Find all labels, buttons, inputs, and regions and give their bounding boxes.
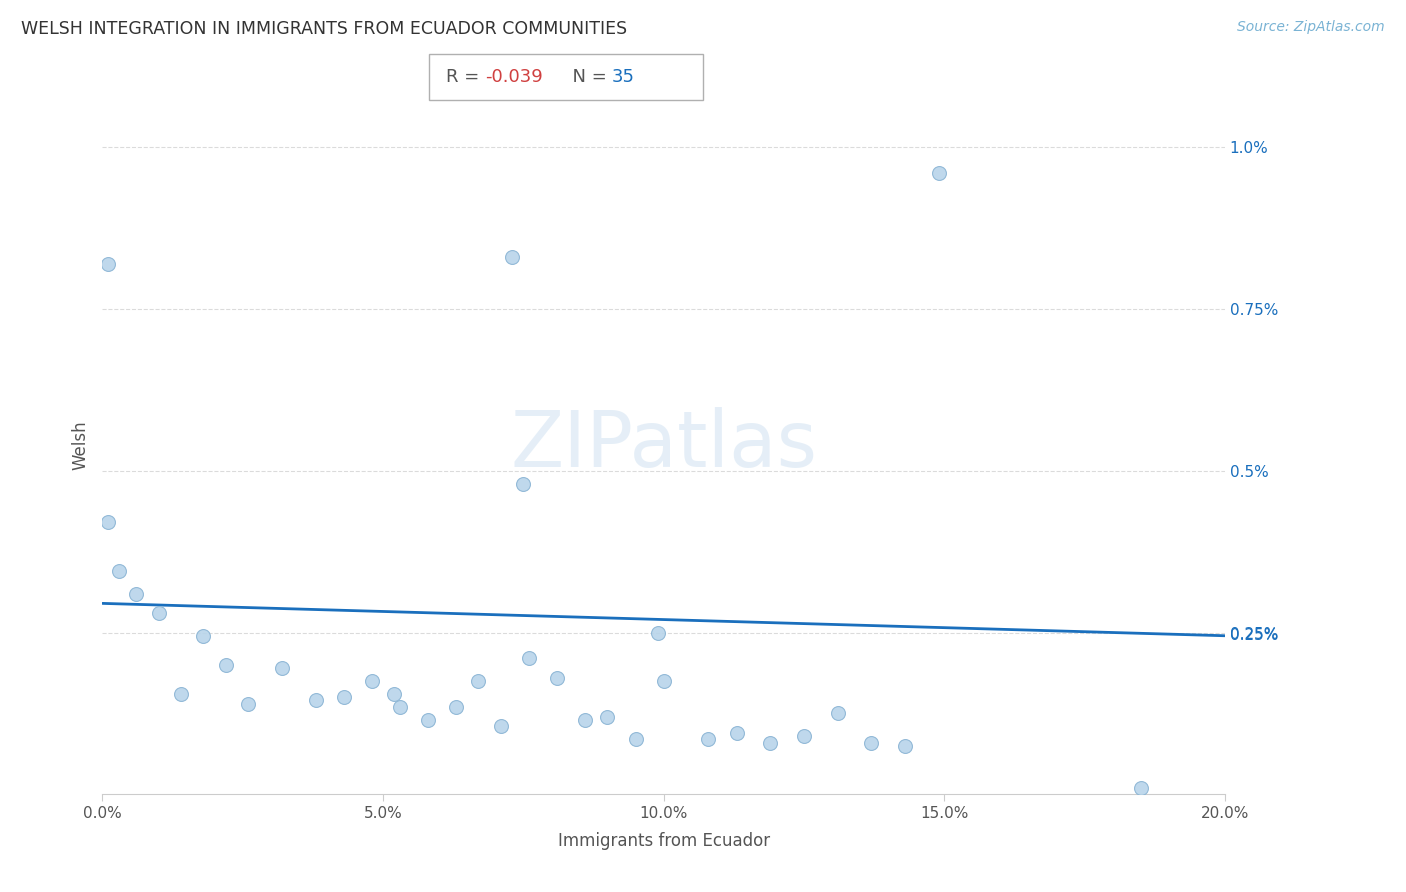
Text: R =: R = [446, 68, 485, 86]
Point [1129, 780, 1152, 795]
Point [596, 709, 619, 723]
Point [193, 629, 215, 643]
Point [512, 476, 534, 491]
Point [382, 687, 405, 701]
Point [894, 739, 917, 753]
Point [238, 697, 260, 711]
Text: -0.039: -0.039 [485, 68, 543, 86]
Y-axis label: Welsh: Welsh [72, 420, 89, 469]
Text: 35: 35 [612, 68, 634, 86]
Point [215, 657, 238, 672]
Point [501, 250, 523, 264]
Point [647, 625, 669, 640]
Point [305, 693, 328, 707]
Point [416, 713, 439, 727]
Text: ZIPatlas: ZIPatlas [510, 407, 817, 483]
Point [388, 700, 411, 714]
Point [97, 516, 120, 530]
Point [332, 690, 354, 705]
Point [360, 674, 382, 689]
Point [271, 661, 294, 675]
Point [517, 651, 540, 665]
Point [725, 726, 748, 740]
Point [170, 687, 193, 701]
Point [624, 732, 647, 747]
Point [467, 674, 489, 689]
Point [827, 706, 849, 721]
Text: Source: ZipAtlas.com: Source: ZipAtlas.com [1237, 20, 1385, 34]
Point [97, 256, 120, 270]
Point [489, 719, 512, 733]
Point [108, 564, 131, 578]
Point [125, 587, 148, 601]
Point [759, 735, 782, 749]
Point [546, 671, 568, 685]
Point [793, 729, 815, 743]
Point [574, 713, 596, 727]
Point [928, 166, 950, 180]
Point [148, 606, 170, 620]
Point [652, 674, 675, 689]
Text: N =: N = [561, 68, 613, 86]
Point [860, 735, 883, 749]
Text: WELSH INTEGRATION IN IMMIGRANTS FROM ECUADOR COMMUNITIES: WELSH INTEGRATION IN IMMIGRANTS FROM ECU… [21, 20, 627, 37]
Point [444, 700, 467, 714]
Point [697, 732, 720, 747]
Text: 0.25%: 0.25% [1230, 628, 1278, 643]
X-axis label: Immigrants from Ecuador: Immigrants from Ecuador [558, 832, 769, 850]
